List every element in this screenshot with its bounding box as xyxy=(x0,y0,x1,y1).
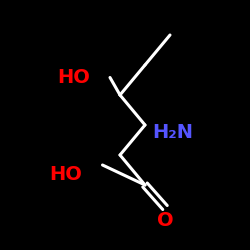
Text: HO: HO xyxy=(57,68,90,87)
Text: HO: HO xyxy=(50,166,82,184)
Text: O: O xyxy=(157,210,173,230)
Text: H₂N: H₂N xyxy=(152,123,194,142)
